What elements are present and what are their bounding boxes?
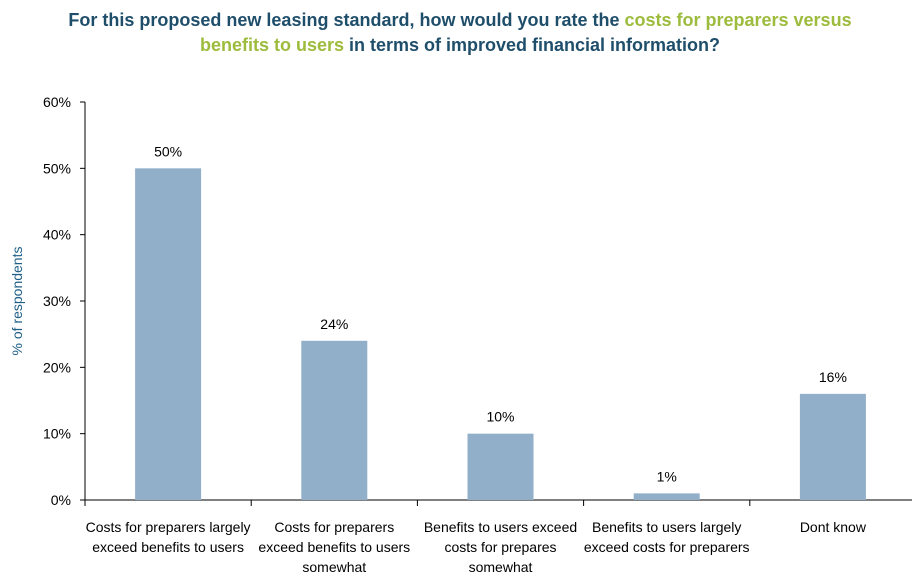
category-label: Benefits to users largely exceed costs f…	[583, 519, 750, 555]
bar	[135, 168, 202, 501]
y-tick-label: 40%	[43, 227, 71, 243]
category-label: Costs for preparers exceed benefits to u…	[258, 519, 411, 575]
chart-title: For this proposed new leasing standard, …	[60, 8, 860, 58]
y-tick-label: 50%	[43, 160, 71, 176]
bar	[799, 393, 866, 500]
y-tick-label: 30%	[43, 293, 71, 309]
category-label: Dont know	[799, 519, 866, 535]
y-axis-label: % of respondents	[9, 247, 25, 356]
title-part-1: For this proposed new leasing standard, …	[68, 10, 625, 30]
data-label: 24%	[320, 316, 348, 332]
y-tick-label: 0%	[51, 492, 71, 508]
data-label: 50%	[154, 143, 182, 159]
data-label: 1%	[657, 468, 677, 484]
y-tick-label: 60%	[43, 94, 71, 110]
y-tick-label: 20%	[43, 359, 71, 375]
data-label: 10%	[486, 409, 514, 425]
bar	[301, 340, 368, 500]
category-label: Benefits to users exceed costs for prepa…	[423, 519, 578, 575]
bar	[633, 493, 700, 500]
title-highlight: costs for preparers versus benefits to u…	[199, 10, 852, 55]
data-label: 16%	[819, 369, 847, 385]
category-label: Costs for preparers largely exceed benef…	[85, 519, 251, 555]
bar	[467, 433, 534, 500]
title-part-3: in terms of improved financial informati…	[344, 35, 721, 55]
y-tick-label: 10%	[43, 426, 71, 442]
